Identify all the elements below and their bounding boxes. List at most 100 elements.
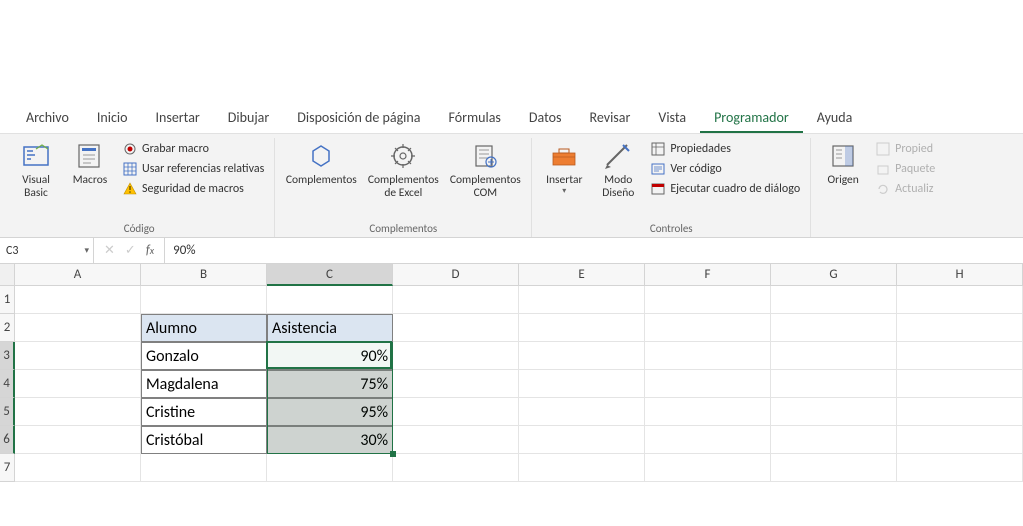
cell-F1[interactable] <box>645 286 771 314</box>
seguridad-macros-button[interactable]: Seguridad de macros <box>118 180 268 198</box>
cell-F4[interactable] <box>645 370 771 398</box>
cell-A3[interactable] <box>15 342 141 370</box>
row-header-4[interactable]: 4 <box>0 370 15 398</box>
tab-programador[interactable]: Programador <box>700 103 803 133</box>
xml-actualizar-button[interactable]: Actualiz <box>871 180 939 198</box>
cell-B7[interactable] <box>141 454 267 482</box>
cell-B5[interactable]: Cristine <box>141 398 267 426</box>
insertar-control-button[interactable]: Insertar ▾ <box>538 138 590 198</box>
column-header-H[interactable]: H <box>897 264 1023 286</box>
cell-G1[interactable] <box>771 286 897 314</box>
cell-C7[interactable] <box>267 454 393 482</box>
cell-A4[interactable] <box>15 370 141 398</box>
cell-B2[interactable]: Alumno <box>141 314 267 342</box>
row-header-7[interactable]: 7 <box>0 454 15 482</box>
cell-E7[interactable] <box>519 454 645 482</box>
cell-B6[interactable]: Cristóbal <box>141 426 267 454</box>
column-header-E[interactable]: E <box>519 264 645 286</box>
cell-D5[interactable] <box>393 398 519 426</box>
column-header-C[interactable]: C <box>267 264 393 286</box>
cell-G7[interactable] <box>771 454 897 482</box>
origen-button[interactable]: Origen <box>817 138 869 189</box>
cell-B3[interactable]: Gonzalo <box>141 342 267 370</box>
cell-B4[interactable]: Magdalena <box>141 370 267 398</box>
macros-button[interactable]: Macros <box>64 138 116 189</box>
ejecutar-dialogo-button[interactable]: Ejecutar cuadro de diálogo <box>646 180 804 198</box>
row-header-2[interactable]: 2 <box>0 314 15 342</box>
name-box[interactable]: C3 ▾ <box>0 238 94 263</box>
cell-C2[interactable]: Asistencia <box>267 314 393 342</box>
cell-G2[interactable] <box>771 314 897 342</box>
column-header-A[interactable]: A <box>15 264 141 286</box>
xml-propiedades-button[interactable]: Propied <box>871 140 939 158</box>
cell-D4[interactable] <box>393 370 519 398</box>
cell-D2[interactable] <box>393 314 519 342</box>
cell-D7[interactable] <box>393 454 519 482</box>
tab-ayuda[interactable]: Ayuda <box>803 103 867 133</box>
select-all-corner[interactable] <box>0 264 15 286</box>
cell-E4[interactable] <box>519 370 645 398</box>
tab-vista[interactable]: Vista <box>644 103 700 133</box>
cell-E5[interactable] <box>519 398 645 426</box>
xml-paquete-button[interactable]: Paquete <box>871 160 939 178</box>
cell-F6[interactable] <box>645 426 771 454</box>
cell-F2[interactable] <box>645 314 771 342</box>
cell-E6[interactable] <box>519 426 645 454</box>
referencias-relativas-button[interactable]: Usar referencias relativas <box>118 160 268 178</box>
cell-B1[interactable] <box>141 286 267 314</box>
cell-A7[interactable] <box>15 454 141 482</box>
cell-A5[interactable] <box>15 398 141 426</box>
row-header-1[interactable]: 1 <box>0 286 15 314</box>
tab-disposicion[interactable]: Disposición de página <box>283 103 434 133</box>
cells-area[interactable]: AlumnoAsistenciaGonzalo90%Magdalena75%Cr… <box>15 286 1023 526</box>
grabar-macro-button[interactable]: Grabar macro <box>118 140 268 158</box>
cell-D3[interactable] <box>393 342 519 370</box>
cell-F7[interactable] <box>645 454 771 482</box>
cell-F5[interactable] <box>645 398 771 426</box>
cell-G3[interactable] <box>771 342 897 370</box>
cell-E3[interactable] <box>519 342 645 370</box>
cell-A6[interactable] <box>15 426 141 454</box>
cell-C1[interactable] <box>267 286 393 314</box>
column-header-D[interactable]: D <box>393 264 519 286</box>
visual-basic-button[interactable]: Visual Basic <box>10 138 62 202</box>
row-header-3[interactable]: 3 <box>0 342 15 370</box>
cell-H6[interactable] <box>897 426 1023 454</box>
cell-C3[interactable]: 90% <box>267 342 393 370</box>
tab-inicio[interactable]: Inicio <box>83 103 142 133</box>
row-header-5[interactable]: 5 <box>0 398 15 426</box>
tab-datos[interactable]: Datos <box>515 103 576 133</box>
cell-A1[interactable] <box>15 286 141 314</box>
modo-diseno-button[interactable]: Modo Diseño <box>592 138 644 202</box>
cell-C6[interactable]: 30% <box>267 426 393 454</box>
cell-E1[interactable] <box>519 286 645 314</box>
complementos-button[interactable]: Complementos <box>281 138 361 189</box>
cell-H3[interactable] <box>897 342 1023 370</box>
formula-input[interactable]: 90% <box>165 238 1023 263</box>
row-header-6[interactable]: 6 <box>0 426 15 454</box>
cell-F3[interactable] <box>645 342 771 370</box>
cell-D6[interactable] <box>393 426 519 454</box>
column-header-G[interactable]: G <box>771 264 897 286</box>
column-header-F[interactable]: F <box>645 264 771 286</box>
tab-dibujar[interactable]: Dibujar <box>214 103 283 133</box>
tab-formulas[interactable]: Fórmulas <box>434 103 514 133</box>
ver-codigo-button[interactable]: Ver código <box>646 160 804 178</box>
cell-C5[interactable]: 95% <box>267 398 393 426</box>
cell-H4[interactable] <box>897 370 1023 398</box>
formula-confirm-icon[interactable]: ✓ <box>125 243 136 258</box>
complementos-com-button[interactable]: Complementos COM <box>445 138 525 202</box>
cell-G4[interactable] <box>771 370 897 398</box>
cell-H1[interactable] <box>897 286 1023 314</box>
cell-E2[interactable] <box>519 314 645 342</box>
cell-H7[interactable] <box>897 454 1023 482</box>
complementos-excel-button[interactable]: Complementos de Excel <box>363 138 443 202</box>
tab-archivo[interactable]: Archivo <box>12 103 83 133</box>
cell-G6[interactable] <box>771 426 897 454</box>
cell-H2[interactable] <box>897 314 1023 342</box>
propiedades-button[interactable]: Propiedades <box>646 140 804 158</box>
formula-cancel-icon[interactable]: ✕ <box>104 243 115 258</box>
cell-C4[interactable]: 75% <box>267 370 393 398</box>
tab-insertar[interactable]: Insertar <box>141 103 213 133</box>
cell-A2[interactable] <box>15 314 141 342</box>
